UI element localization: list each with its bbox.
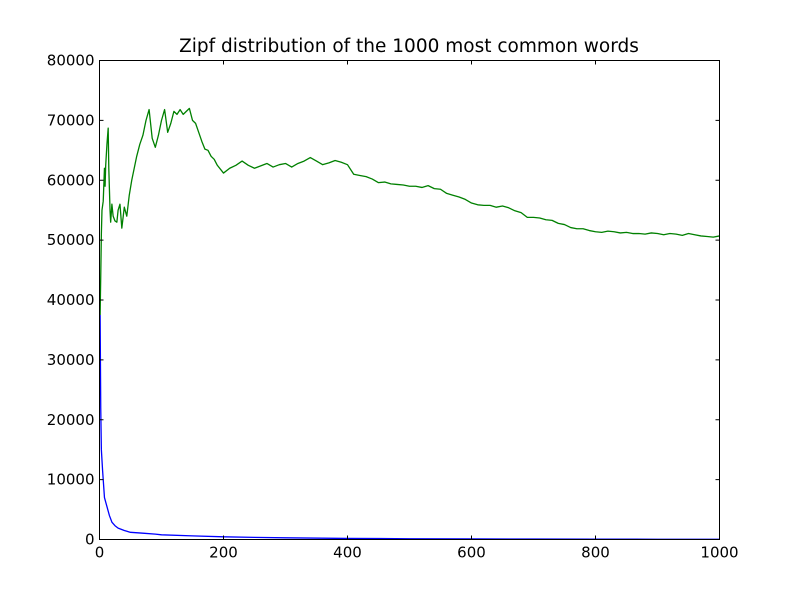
y-tick-label: 50000 xyxy=(47,231,95,249)
y-tick-label: 20000 xyxy=(47,411,95,429)
x-tick-label: 200 xyxy=(209,544,238,562)
x-tick-label: 400 xyxy=(333,544,362,562)
y-tick-label: 70000 xyxy=(47,111,95,129)
y-tick-label: 40000 xyxy=(47,291,95,309)
plot-frame xyxy=(99,60,720,540)
y-tick-label: 0 xyxy=(85,531,95,549)
y-tick-label: 60000 xyxy=(47,171,95,189)
x-tick-label: 1000 xyxy=(700,544,738,562)
axis-ticks: 0 200 400 600 800 100001000020000300004000050… xyxy=(47,52,739,562)
series-line-2 xyxy=(99,107,720,315)
y-tick-label: 30000 xyxy=(47,351,95,369)
x-tick-label: 600 xyxy=(457,544,486,562)
y-tick-label: 10000 xyxy=(47,471,95,489)
chart-title: Zipf distribution of the 1000 most commo… xyxy=(179,36,639,57)
x-tick-label: 0 xyxy=(95,544,105,562)
series-line-1 xyxy=(99,314,720,540)
plot-area xyxy=(99,107,720,540)
x-tick-label: 800 xyxy=(581,544,610,562)
y-tick-label: 80000 xyxy=(47,52,95,70)
